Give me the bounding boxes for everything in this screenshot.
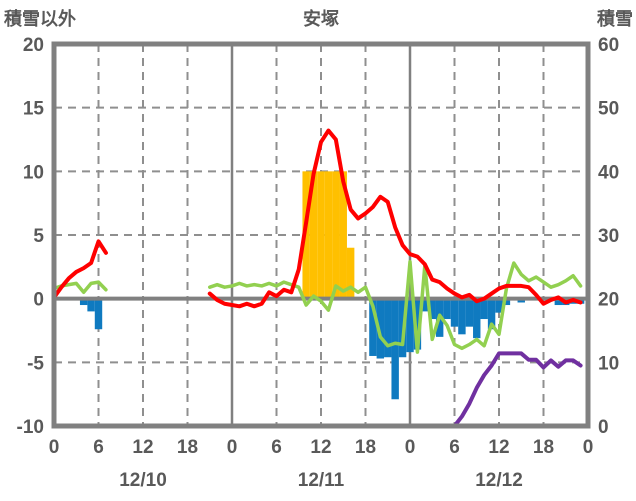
svg-text:18: 18 — [355, 437, 376, 458]
svg-text:0: 0 — [49, 437, 60, 458]
svg-text:12: 12 — [488, 437, 509, 458]
svg-text:40: 40 — [598, 162, 619, 183]
right-axis-title: 積雪 — [597, 9, 633, 29]
x-axis-tick-labels: 0 6 12 18 0 6 12 18 0 6 12 18 0 — [49, 437, 594, 458]
svg-text:20: 20 — [23, 35, 44, 56]
svg-text:10: 10 — [598, 353, 619, 374]
date-labels: 12/10 12/11 12/12 — [119, 470, 523, 491]
svg-text:30: 30 — [598, 226, 619, 247]
svg-text:15: 15 — [23, 99, 45, 120]
svg-text:50: 50 — [598, 99, 619, 120]
svg-text:20: 20 — [598, 290, 619, 311]
svg-text:12/11: 12/11 — [298, 470, 345, 491]
svg-text:18: 18 — [177, 437, 198, 458]
station-title: 安塚 — [303, 9, 339, 29]
svg-text:10: 10 — [23, 162, 44, 183]
left-axis-tick-labels: 20 15 10 5 0 -5 -10 — [17, 35, 45, 438]
svg-text:0: 0 — [33, 290, 44, 311]
chart-header: 積雪以外 安塚 積雪 — [0, 0, 636, 30]
svg-text:6: 6 — [93, 437, 104, 458]
svg-text:0: 0 — [583, 437, 594, 458]
svg-text:5: 5 — [33, 226, 44, 247]
svg-text:-10: -10 — [17, 417, 44, 438]
svg-text:6: 6 — [449, 437, 460, 458]
svg-text:0: 0 — [405, 437, 416, 458]
svg-text:60: 60 — [598, 35, 619, 56]
left-axis-title: 積雪以外 — [4, 9, 76, 29]
svg-text:0: 0 — [227, 437, 238, 458]
svg-text:12/10: 12/10 — [119, 470, 167, 491]
svg-text:6: 6 — [271, 437, 282, 458]
svg-text:12: 12 — [310, 437, 331, 458]
plot-frame — [51, 41, 591, 429]
svg-text:0: 0 — [598, 417, 609, 438]
red-line-series — [52, 128, 583, 309]
svg-text:18: 18 — [533, 437, 554, 458]
svg-text:-5: -5 — [27, 353, 44, 374]
svg-text:12: 12 — [132, 437, 153, 458]
right-axis-tick-labels: 60 50 40 30 20 10 0 — [598, 35, 619, 438]
blue-bars-series — [79, 298, 585, 400]
svg-text:12/12: 12/12 — [475, 470, 523, 491]
purple-line-series — [52, 351, 583, 428]
